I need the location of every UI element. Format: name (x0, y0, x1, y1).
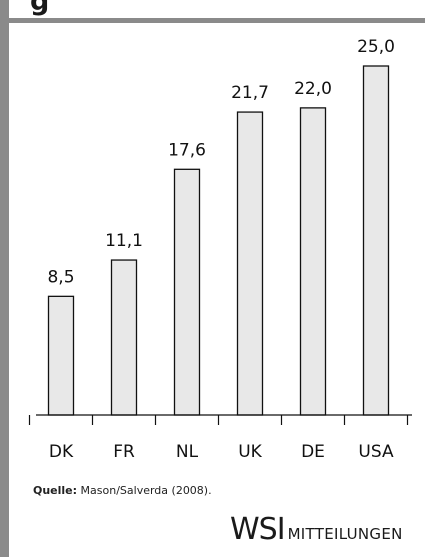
wsi-mitteilungen-logo: WSI MITTEILUNGEN (230, 512, 403, 547)
category-label-uk: UK (238, 442, 262, 462)
category-label-usa: USA (358, 442, 394, 462)
category-label-de: DE (301, 442, 325, 462)
bar-dk (47, 295, 75, 416)
title-divider (9, 18, 425, 23)
bars-layer (47, 65, 390, 416)
bar-de (299, 107, 327, 416)
source-label: Quelle: (33, 484, 78, 497)
value-label-de: 22,0 (294, 79, 332, 99)
category-label-fr: FR (113, 442, 135, 462)
value-labels-layer: 8,5 11,1 17,6 21,7 22,0 25,0 (47, 37, 394, 287)
bar-uk (236, 111, 264, 416)
category-label-nl: NL (176, 442, 199, 462)
value-label-uk: 21,7 (231, 83, 269, 103)
left-frame-border (0, 0, 9, 557)
chart-title-fragment: g (30, 0, 50, 17)
title-strip: g (30, 0, 425, 20)
bar-chart: 8,5 11,1 17,6 21,7 22,0 25,0 DK FR NL UK DE USA (28, 37, 412, 462)
category-label-dk: DK (49, 442, 74, 462)
source-text: Mason/Salverda (2008). (80, 484, 212, 497)
value-label-fr: 11,1 (105, 231, 143, 251)
value-label-usa: 25,0 (357, 37, 395, 57)
value-label-dk: 8,5 (47, 267, 74, 287)
bar-nl (173, 168, 201, 416)
source-note: Quelle: Mason/Salverda (2008). (33, 484, 212, 497)
bar-fr (110, 259, 138, 416)
logo-sub: MITTEILUNGEN (287, 525, 403, 543)
x-axis-ticks (28, 415, 409, 425)
value-label-nl: 17,6 (168, 140, 206, 160)
bar-usa (362, 65, 390, 416)
category-labels-layer: DK FR NL UK DE USA (49, 442, 394, 462)
logo-main: WSI (230, 512, 286, 547)
